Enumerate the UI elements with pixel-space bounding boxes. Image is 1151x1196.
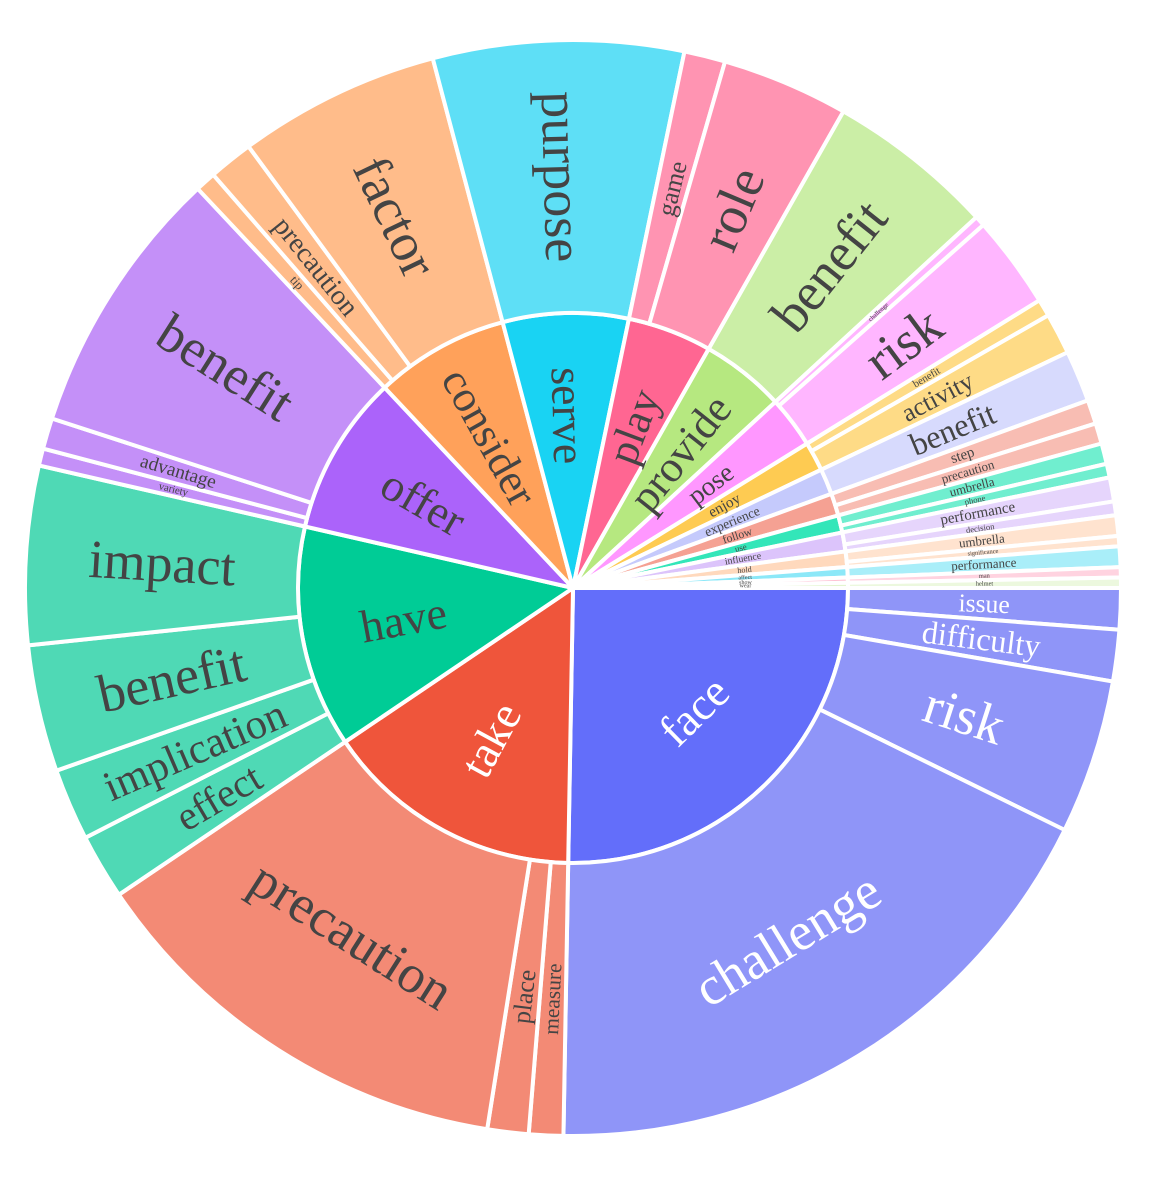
sector-label-show: show	[739, 580, 753, 586]
segment-label-take-measure: measure	[539, 963, 566, 1035]
segment-label-take-place: place	[506, 968, 541, 1025]
segment-label-serve-purpose: purpose	[530, 90, 595, 263]
sector-label-affect: affect	[738, 574, 752, 582]
segment-label-affect-performance: performance	[951, 556, 1017, 574]
segment-label-hold-umbrella: umbrella	[958, 531, 1005, 550]
segment-label-follow-step: step	[949, 444, 977, 467]
segment-label-have-impact: impact	[87, 529, 237, 598]
segment-label-influence-decision: decision	[965, 521, 995, 535]
segment-face-challenge[interactable]	[561, 707, 1067, 1138]
segment-take-precaution[interactable]	[116, 739, 532, 1132]
segment-label-face-issue: issue	[958, 588, 1010, 619]
segment-label-show-man: man	[979, 573, 991, 580]
sector-label-serve: serve	[542, 366, 596, 464]
sector-label-use: use	[734, 542, 748, 555]
segment-label-hold-significance: significance	[967, 548, 999, 558]
segment-offer-benefit[interactable]	[49, 186, 387, 505]
sector-label-wear: wear	[740, 583, 752, 589]
sector-label-hold: hold	[737, 565, 752, 575]
segment-wear-helmet[interactable]	[845, 575, 1123, 590]
outer-ring	[23, 38, 1124, 1138]
segment-label-wear-helmet: helmet	[976, 580, 994, 587]
segment-label-use-phone: phone	[964, 493, 987, 507]
